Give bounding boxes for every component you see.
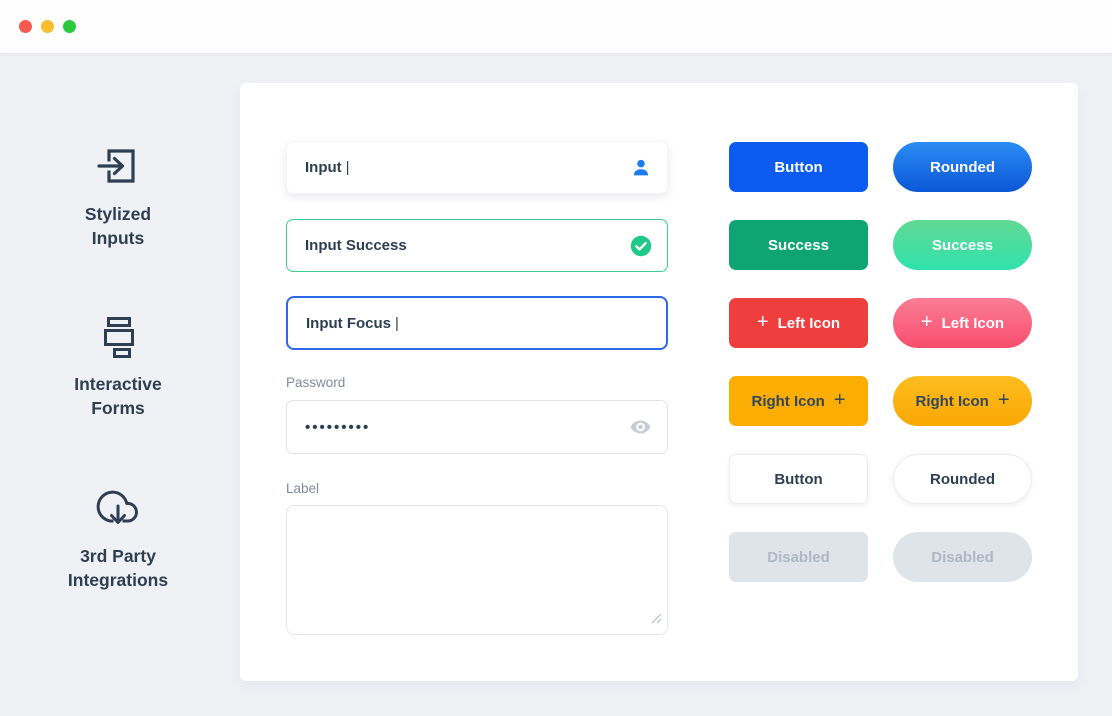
button-label: Left Icon [777, 314, 841, 332]
text-input-value: Input [305, 159, 342, 176]
sidebar-item-label: Interactive Forms [74, 374, 162, 418]
input-arrow-icon [20, 142, 216, 190]
close-window-button[interactable] [19, 20, 32, 33]
textarea-label: Label [286, 481, 320, 496]
sidebar-item-label: Stylized Inputs [84, 204, 152, 248]
button-success[interactable]: Success [729, 220, 868, 270]
button-label: Button [774, 158, 823, 176]
button-right-icon-rounded[interactable]: Right Icon + [893, 376, 1032, 426]
button-left-icon-rounded[interactable]: + Left Icon [893, 298, 1032, 348]
textarea-input[interactable] [286, 505, 668, 635]
success-input[interactable]: Input Success [286, 219, 668, 272]
button-disabled: Disabled [729, 532, 868, 582]
sidebar-item-interactive-forms[interactable]: Interactive Forms [20, 312, 216, 420]
sidebar-item-label: 3rd Party Integrations [67, 546, 169, 590]
password-masked-value: ••••••••• [305, 418, 371, 436]
button-secondary[interactable]: Button [729, 454, 868, 504]
person-icon [630, 157, 652, 179]
button-right-icon[interactable]: Right Icon + [729, 376, 868, 426]
button-success-rounded[interactable]: Success [893, 220, 1032, 270]
button-label: Success [932, 236, 993, 254]
button-label: Disabled [767, 548, 830, 566]
button-label: Success [768, 236, 829, 254]
button-disabled-rounded: Disabled [893, 532, 1032, 582]
text-cursor: | [395, 314, 399, 332]
success-input-value: Input Success [305, 237, 407, 254]
zoom-window-button[interactable] [63, 20, 76, 33]
text-input[interactable]: Input | [286, 141, 668, 194]
plus-icon: + [756, 311, 769, 333]
password-input[interactable]: ••••••••• [286, 400, 668, 454]
sidebar: Stylized Inputs Interactive Forms [0, 54, 240, 716]
form-layout-icon [20, 312, 216, 360]
button-left-icon[interactable]: + Left Icon [729, 298, 868, 348]
text-cursor: | [345, 159, 350, 176]
button-label: Right Icon [751, 392, 825, 410]
plus-icon: + [833, 389, 846, 411]
button-label: Button [774, 470, 823, 488]
focused-input-value: Input Focus [306, 314, 391, 332]
plus-icon: + [920, 311, 933, 333]
button-primary-rounded[interactable]: Rounded [893, 142, 1032, 192]
sidebar-item-3rd-party-integrations[interactable]: 3rd Party Integrations [20, 484, 216, 592]
password-label: Password [286, 375, 346, 390]
app-body: Stylized Inputs Interactive Forms [0, 54, 1112, 716]
focused-input[interactable]: Input Focus | [286, 296, 668, 350]
button-label: Right Icon [915, 392, 989, 410]
plus-icon: + [997, 389, 1010, 411]
content-card: Input | Input Success [240, 83, 1078, 681]
button-label: Rounded [930, 158, 995, 176]
check-circle-icon [630, 235, 652, 257]
button-label: Disabled [931, 548, 994, 566]
button-secondary-rounded[interactable]: Rounded [893, 454, 1032, 504]
button-label: Left Icon [941, 314, 1005, 332]
button-label: Rounded [930, 470, 995, 488]
traffic-lights [19, 20, 76, 33]
titlebar [0, 0, 1112, 54]
button-primary[interactable]: Button [729, 142, 868, 192]
resize-handle-icon[interactable] [651, 611, 662, 629]
minimize-window-button[interactable] [41, 20, 54, 33]
eye-icon[interactable] [629, 416, 652, 439]
sidebar-item-stylized-inputs[interactable]: Stylized Inputs [20, 142, 216, 250]
cloud-download-icon [20, 484, 216, 532]
